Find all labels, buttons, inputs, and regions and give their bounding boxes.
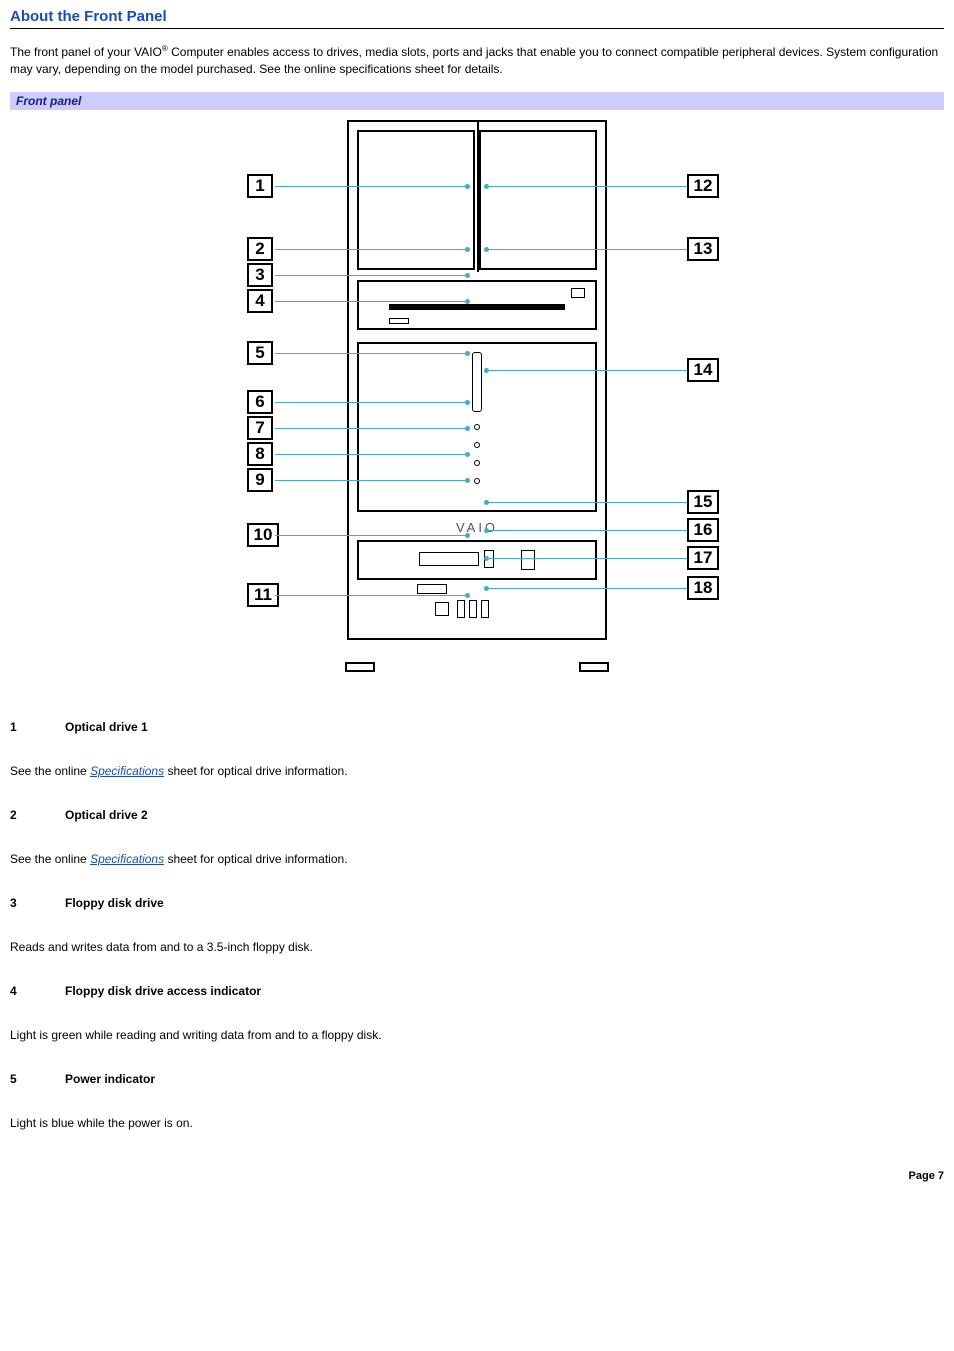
component-number: 2 — [10, 808, 65, 822]
media-slot-bay — [357, 540, 597, 580]
callout-14: 14 — [687, 358, 719, 382]
desc-text: See the online — [10, 852, 90, 866]
callout-4: 4 — [247, 289, 273, 313]
ports-bay — [357, 584, 597, 630]
specifications-link[interactable]: Specifications — [90, 852, 164, 866]
callout-17: 17 — [687, 546, 719, 570]
component-title: Floppy disk drive — [65, 896, 164, 910]
callout-16: 16 — [687, 518, 719, 542]
callout-18: 18 — [687, 576, 719, 600]
component-item: 4Floppy disk drive access indicator Light… — [10, 984, 944, 1042]
callout-3: 3 — [247, 263, 273, 287]
leader-16 — [487, 530, 687, 531]
callout-6: 6 — [247, 390, 273, 414]
callout-15: 15 — [687, 490, 719, 514]
component-description: Light is blue while the power is on. — [10, 1116, 944, 1130]
component-heading: 2Optical drive 2 — [10, 808, 944, 822]
leader-8 — [275, 454, 467, 455]
component-list: 1Optical drive 1 See the online Specifica… — [10, 720, 944, 1130]
component-heading: 3Floppy disk drive — [10, 896, 944, 910]
leader-3 — [275, 275, 467, 276]
component-item: 2Optical drive 2 See the online Specifica… — [10, 808, 944, 866]
component-item: 1Optical drive 1 See the online Specifica… — [10, 720, 944, 778]
callout-13: 13 — [687, 237, 719, 261]
desc-text: Light is green while reading and writing… — [10, 1028, 382, 1042]
foot-right — [579, 662, 609, 672]
leader-6 — [275, 402, 467, 403]
leader-15 — [487, 502, 687, 503]
foot-left — [345, 662, 375, 672]
component-heading: 4Floppy disk drive access indicator — [10, 984, 944, 998]
component-title: Optical drive 2 — [65, 808, 148, 822]
front-panel-diagram: VAIO 123456789101112131415161718 — [217, 120, 737, 660]
leader-9 — [275, 480, 467, 481]
leader-12 — [487, 186, 687, 187]
leader-13 — [487, 249, 687, 250]
tower-outline: VAIO — [347, 120, 607, 640]
component-heading: 1Optical drive 1 — [10, 720, 944, 734]
figure-container: VAIO 123456789101112131415161718 — [10, 110, 944, 690]
component-description: See the online Specifications sheet for … — [10, 764, 944, 778]
component-title: Optical drive 1 — [65, 720, 148, 734]
leader-2 — [275, 249, 467, 250]
callout-9: 9 — [247, 468, 273, 492]
page-title: About the Front Panel — [10, 8, 944, 29]
page-number: Page 7 — [10, 1170, 944, 1182]
callout-5: 5 — [247, 341, 273, 365]
component-number: 3 — [10, 896, 65, 910]
component-number: 4 — [10, 984, 65, 998]
component-title: Floppy disk drive access indicator — [65, 984, 261, 998]
leader-10 — [275, 535, 467, 536]
leader-11 — [275, 595, 467, 596]
intro-text-a: The front panel of your VAIO — [10, 45, 162, 59]
component-heading: 5Power indicator — [10, 1072, 944, 1086]
desc-text: sheet for optical drive information. — [164, 852, 347, 866]
component-number: 5 — [10, 1072, 65, 1086]
specifications-link[interactable]: Specifications — [90, 764, 164, 778]
leader-4 — [275, 301, 467, 302]
intro-paragraph: The front panel of your VAIO® Computer e… — [10, 43, 944, 78]
desc-text: Reads and writes data from and to a 3.5-… — [10, 940, 313, 954]
leader-1 — [275, 186, 467, 187]
leader-7 — [275, 428, 467, 429]
callout-7: 7 — [247, 416, 273, 440]
leader-17 — [487, 558, 687, 559]
desc-text: sheet for optical drive information. — [164, 764, 347, 778]
leader-5 — [275, 353, 467, 354]
leader-14 — [487, 370, 687, 371]
callout-8: 8 — [247, 442, 273, 466]
component-number: 1 — [10, 720, 65, 734]
callout-1: 1 — [247, 174, 273, 198]
component-item: 5Power indicator Light is blue while the … — [10, 1072, 944, 1130]
power-panel — [357, 342, 597, 512]
vaio-logo: VAIO — [349, 520, 605, 535]
figure-caption: Front panel — [10, 92, 944, 110]
component-description: See the online Specifications sheet for … — [10, 852, 944, 866]
desc-text: Light is blue while the power is on. — [10, 1116, 193, 1130]
leader-18 — [487, 588, 687, 589]
callout-12: 12 — [687, 174, 719, 198]
callout-2: 2 — [247, 237, 273, 261]
floppy-bay — [357, 280, 597, 330]
component-description: Light is green while reading and writing… — [10, 1028, 944, 1042]
component-description: Reads and writes data from and to a 3.5-… — [10, 940, 944, 954]
component-item: 3Floppy disk drive Reads and writes data … — [10, 896, 944, 954]
component-title: Power indicator — [65, 1072, 155, 1086]
desc-text: See the online — [10, 764, 90, 778]
